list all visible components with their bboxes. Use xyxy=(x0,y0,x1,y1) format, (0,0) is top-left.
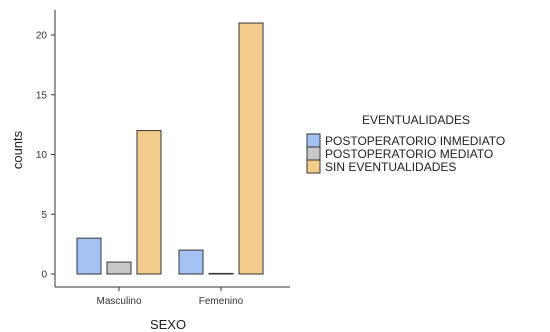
bar-postoperatorio-mediato-masculino xyxy=(106,261,132,275)
x-tick-label: Femenino xyxy=(199,296,244,307)
legend-swatch xyxy=(306,146,321,161)
bar-sin-eventualidades-femenino xyxy=(238,22,264,275)
legend-label: POSTOPERATORIO MEDIATO xyxy=(325,147,493,161)
bar-postoperatorio-inmediato-femenino xyxy=(178,249,204,275)
x-axis-title: SEXO xyxy=(150,317,186,332)
y-tick-label: 5 xyxy=(41,210,47,221)
legend-label: POSTOPERATORIO INMEDIATO xyxy=(325,134,505,148)
y-tick-label: 20 xyxy=(36,31,48,42)
bar-sin-eventualidades-masculino xyxy=(136,130,162,275)
legend-label: SIN EVENTUALIDADES xyxy=(325,160,456,174)
legend-swatch xyxy=(306,133,321,148)
legend: EVENTUALIDADES POSTOPERATORIO INMEDIATOP… xyxy=(306,113,505,174)
legend-swatch xyxy=(306,159,321,174)
x-tick-label: Masculino xyxy=(96,296,141,307)
bar-postoperatorio-mediato-femenino xyxy=(208,272,234,275)
bar-postoperatorio-inmediato-masculino xyxy=(76,237,102,275)
x-axis: Masculino Femenino xyxy=(55,286,290,307)
y-axis: 0 5 10 15 20 xyxy=(36,10,56,287)
y-tick-label: 15 xyxy=(36,90,48,101)
legend-title: EVENTUALIDADES xyxy=(362,113,470,127)
plot-area xyxy=(76,22,264,275)
y-tick-label: 0 xyxy=(41,270,47,281)
y-tick-label: 10 xyxy=(36,150,48,161)
y-axis-title: counts xyxy=(10,130,25,169)
